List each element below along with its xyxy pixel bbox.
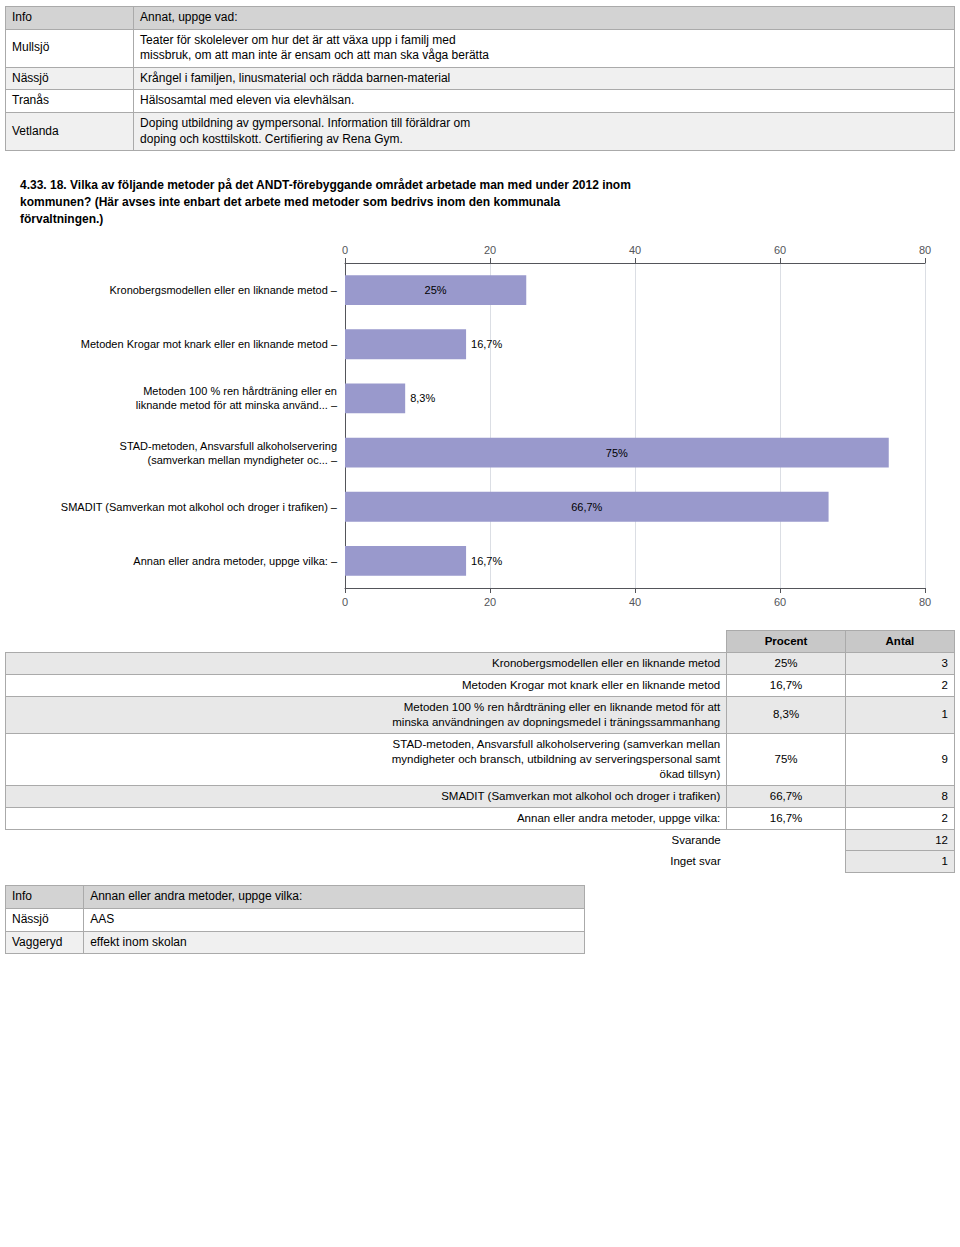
svg-text:75%: 75%: [606, 447, 628, 459]
svg-text:4.33. 18. Vilka av följande me: 4.33. 18. Vilka av följande metoder på d…: [20, 178, 631, 192]
html-text:2: 2: [941, 679, 948, 691]
html-text:Mullsjö: Mullsjö: [12, 40, 50, 55]
svg-text:0: 0: [342, 596, 348, 608]
html-text:Metoden 100 % ren hårdträning: Metoden 100 % ren hårdträning eller en l…: [392, 701, 721, 728]
svg-text:60: 60: [774, 244, 786, 256]
svg-text:(samverkan mellan myndigheter: (samverkan mellan myndigheter oc... –: [147, 454, 337, 466]
svg-text:60: 60: [774, 596, 786, 608]
svg-text:80: 80: [919, 596, 931, 608]
svg-text:16,7%: 16,7%: [471, 555, 502, 567]
html-text:Krångel i familjen, linusmater: Krångel i familjen, linusmaterial och rä…: [140, 70, 451, 85]
html-text:Info: Info: [12, 10, 32, 24]
html-text:Vetlanda: Vetlanda: [12, 123, 59, 138]
svg-text:STAD-metoden, Ansvarsfull alko: STAD-metoden, Ansvarsfull alkoholserveri…: [120, 440, 337, 452]
html-text:Nässjö: Nässjö: [12, 912, 49, 926]
html-text:Teater för skolelever om hur d: Teater för skolelever om hur det är att …: [140, 32, 489, 63]
svg-text:25%: 25%: [425, 284, 447, 296]
svg-text:Metoden Krogar mot knark eller: Metoden Krogar mot knark eller en liknan…: [81, 338, 338, 350]
html-text:Metoden Krogar mot knark eller: Metoden Krogar mot knark eller en liknan…: [462, 679, 721, 691]
html-text:Annan eller andra metoder, upp: Annan eller andra metoder, uppge vilka:: [516, 811, 721, 824]
html-text:Info: Info: [12, 889, 32, 904]
html-text:16,7%: 16,7%: [769, 811, 803, 824]
html-text:8,3%: 8,3%: [772, 708, 800, 721]
svg-text:Kronobergsmodellen eller en li: Kronobergsmodellen eller en liknande met…: [110, 284, 338, 296]
html-text:Svarande: Svarande: [671, 833, 721, 846]
html-text:SMADIT (Samverkan mot alkohol: SMADIT (Samverkan mot alkohol och droger…: [441, 789, 721, 802]
html-text:1: 1: [941, 708, 948, 721]
html-text:9: 9: [941, 752, 948, 765]
svg-text:20: 20: [484, 596, 496, 608]
html-text:Tranås: Tranås: [12, 93, 49, 108]
svg-text:förvaltningen.): förvaltningen.): [20, 212, 103, 226]
svg-text:80: 80: [919, 244, 931, 256]
html-text:Nässjö: Nässjö: [12, 70, 49, 85]
html-text:Procent: Procent: [764, 635, 808, 648]
svg-text:66,7%: 66,7%: [571, 501, 602, 513]
html-text:Doping utbildning av gymperson: Doping utbildning av gympersonal. Inform…: [140, 116, 471, 146]
svg-text:SMADIT (Samverkan mot alkohol: SMADIT (Samverkan mot alkohol och droger…: [61, 501, 338, 513]
html-text:Vaggeryd: Vaggeryd: [12, 934, 63, 949]
svg-text:40: 40: [629, 596, 641, 608]
html-text:Hälsosamtal med eleven via ele: Hälsosamtal med eleven via elevhälsan.: [140, 93, 355, 108]
svg-text:8,3%: 8,3%: [410, 393, 435, 405]
html-text:2: 2: [941, 811, 948, 824]
html-text:Antal: Antal: [885, 635, 915, 648]
html-text:75%: 75%: [774, 752, 798, 765]
html-text:STAD-metoden, Ansvarsfull alko: STAD-metoden, Ansvarsfull alkoholserveri…: [391, 737, 721, 780]
svg-text:20: 20: [484, 244, 496, 256]
html-text:12: 12: [935, 833, 948, 846]
html-text:Annan eller andra metoder, upp: Annan eller andra metoder, uppge vilka:: [90, 889, 303, 904]
html-text:1: 1: [941, 855, 948, 868]
svg-text:0: 0: [342, 244, 348, 256]
html-text:25%: 25%: [774, 657, 798, 670]
svg-text:40: 40: [629, 244, 641, 256]
html-text:AAS: AAS: [90, 912, 115, 926]
html-text:effekt inom skolan: effekt inom skolan: [90, 934, 187, 949]
html-text:Inget svar: Inget svar: [670, 855, 721, 868]
svg-text:Metoden 100 % ren hårdträning: Metoden 100 % ren hårdträning eller en: [143, 386, 337, 398]
html-text:Annat, uppge vad:: Annat, uppge vad:: [140, 10, 238, 24]
svg-text:16,7%: 16,7%: [471, 338, 502, 350]
svg-text:kommunen? (Här avses inte enba: kommunen? (Här avses inte enbart det arb…: [20, 195, 560, 209]
html-text:66,7%: 66,7%: [769, 789, 803, 802]
svg-text:Annan eller andra metoder, upp: Annan eller andra metoder, uppge vilka: …: [133, 555, 338, 567]
html-text:Kronobergsmodellen eller en li: Kronobergsmodellen eller en liknande met…: [492, 657, 721, 670]
html-text:3: 3: [941, 657, 948, 670]
html-text:16,7%: 16,7%: [769, 679, 803, 691]
svg-text:liknande metod för att minska: liknande metod för att minska använd... …: [136, 400, 338, 412]
html-text:8: 8: [941, 789, 948, 802]
